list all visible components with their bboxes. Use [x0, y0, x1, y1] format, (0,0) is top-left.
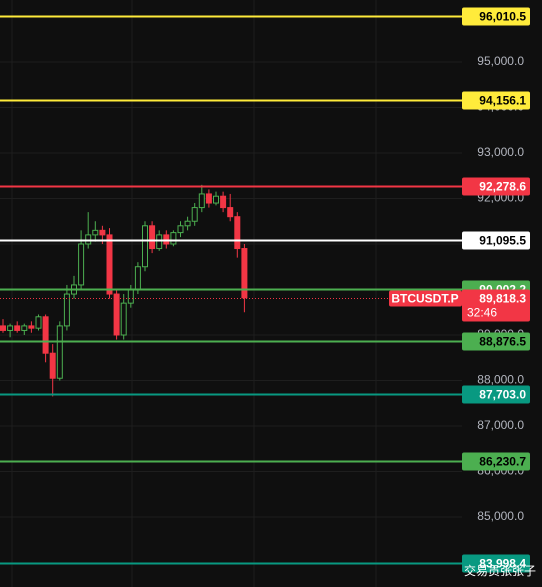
- candle-body: [14, 325, 21, 331]
- candle-body: [191, 207, 198, 222]
- level-label: 86,230.7: [479, 455, 526, 469]
- y-tick-label: 95,000.0: [477, 54, 524, 68]
- candle-body: [120, 302, 127, 336]
- candle-body: [170, 232, 177, 245]
- candle-body: [127, 288, 134, 304]
- candle-body: [205, 193, 212, 204]
- candle-body: [177, 225, 184, 234]
- candle-body: [85, 234, 92, 245]
- candle-body: [0, 325, 6, 331]
- level-label-box: [462, 231, 530, 250]
- y-tick-label: 88,000.0: [477, 373, 524, 387]
- symbol-label: BTCUSDT.P: [391, 292, 458, 306]
- level-label: 96,010.5: [479, 10, 526, 24]
- level-label: 88,876.5: [479, 335, 526, 349]
- level-label-box: [462, 332, 530, 351]
- level-label-box: [462, 554, 530, 573]
- level-label: 92,278.6: [479, 180, 526, 194]
- candle-body: [113, 293, 120, 336]
- candle-body: [28, 325, 35, 329]
- candle-body: [156, 234, 163, 250]
- y-tick-label: 85,000.0: [477, 509, 524, 523]
- level-label: 87,703.0: [479, 388, 526, 402]
- candle-body: [78, 243, 85, 286]
- candle-body: [184, 220, 191, 227]
- price-label: 89,818.3: [479, 292, 526, 306]
- y-tick-label: 93,000.0: [477, 145, 524, 159]
- symbol-box: [389, 290, 462, 307]
- candle-body: [234, 216, 241, 250]
- candle-body: [92, 229, 99, 236]
- candle-body: [35, 316, 42, 329]
- countdown-label: 32:46: [467, 306, 497, 320]
- candle-body: [241, 248, 248, 299]
- candle-body: [49, 352, 56, 379]
- candle-body: [134, 266, 141, 290]
- price-box: [462, 289, 530, 322]
- level-label: 83,998.4: [479, 557, 526, 571]
- candle-body: [163, 234, 170, 245]
- level-label: 94,156.1: [479, 94, 526, 108]
- vertical-grid: [11, 0, 377, 587]
- candle-body: [42, 316, 49, 354]
- candle-body: [56, 325, 63, 379]
- watermark: 交易员张张子: [464, 563, 536, 578]
- candle-body: [7, 325, 14, 331]
- level-label-box: [462, 177, 530, 196]
- candle-body: [142, 225, 148, 268]
- level-label-box: [462, 7, 530, 26]
- y-tick-label: 87,000.0: [477, 418, 524, 432]
- candle-body: [198, 193, 205, 209]
- candle-body: [149, 225, 156, 250]
- candle-body: [99, 229, 106, 236]
- candle-body: [106, 234, 113, 295]
- level-label-box: [462, 452, 530, 471]
- level-label: 91,095.5: [479, 234, 526, 248]
- level-label-box: [462, 385, 530, 404]
- candle-body: [213, 195, 219, 204]
- candle-body: [63, 293, 70, 327]
- candle-body: [21, 325, 28, 331]
- candle-body: [227, 207, 234, 218]
- candle-body: [220, 195, 227, 209]
- level-label-box: [462, 91, 530, 110]
